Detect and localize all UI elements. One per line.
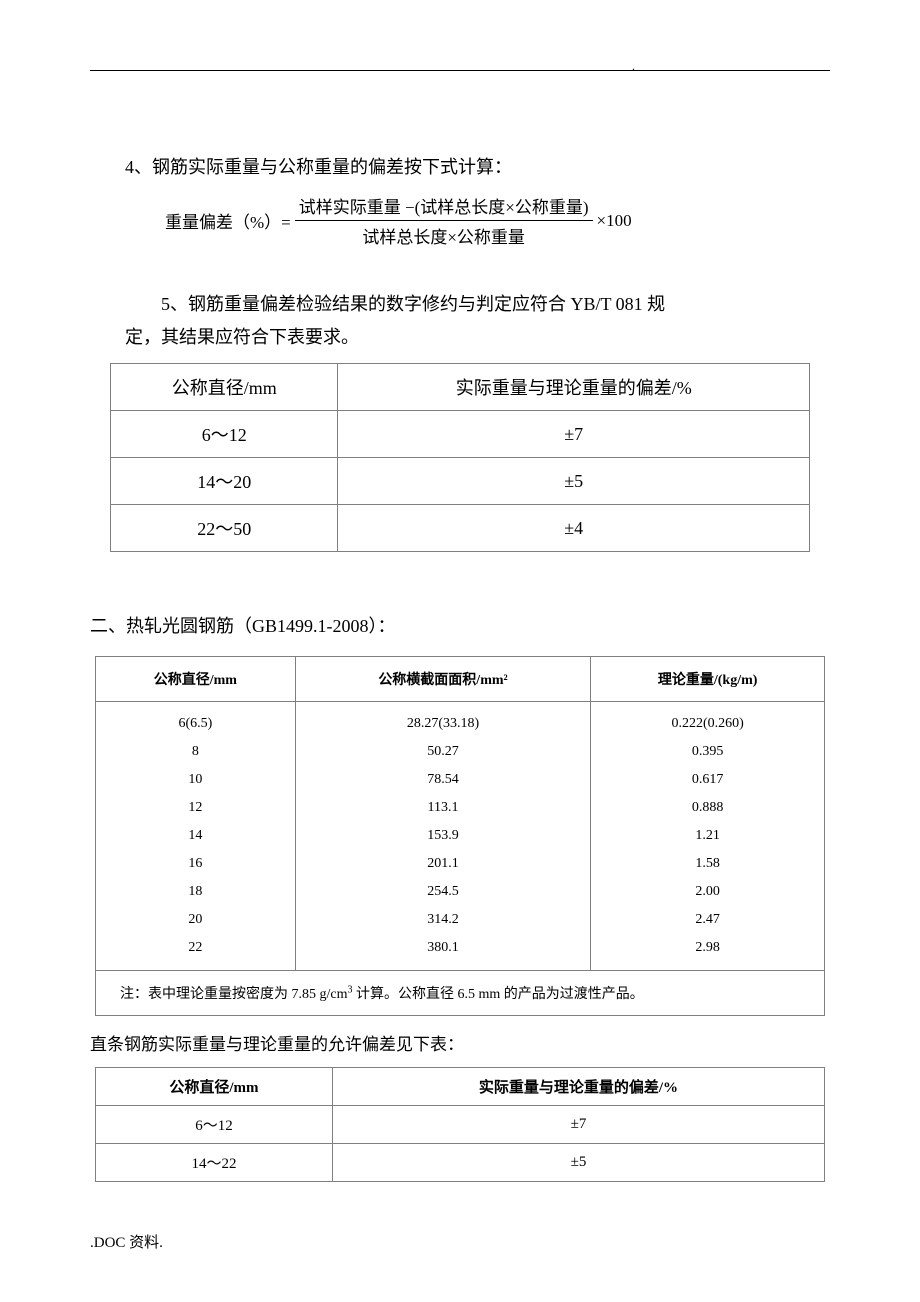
table-row: 22～50±4 [111,505,810,552]
paragraph-4: 4、钢筋实际重量与公称重量的偏差按下式计算： [125,151,830,183]
table-cell: ±7 [332,1106,824,1144]
table-cell: 78.54 [295,766,591,794]
table-row: 850.270.395 [96,738,825,766]
tbl3-header-deviation: 实际重量与理论重量的偏差/% [332,1068,824,1106]
table-row: 18254.52.00 [96,878,825,906]
table-cell: 50.27 [295,738,591,766]
tbl1-header-deviation: 实际重量与理论重量的偏差/% [338,364,810,411]
table-row: 1078.540.617 [96,766,825,794]
tbl2-header-weight: 理论重量/(kg/m) [591,657,825,702]
table-row: 16201.11.58 [96,850,825,878]
formula-numerator: 试样实际重量 −(试样总长度×公称重量) [295,193,593,221]
formula-denominator: 试样总长度×公称重量 [358,221,529,248]
table-cell: 20 [96,906,296,934]
tbl2-header-diameter: 公称直径/mm [96,657,296,702]
table-cell: 1.58 [591,850,825,878]
paragraph-5: 5、钢筋重量偏差检验结果的数字修约与判定应符合 YB/T 081 规 定，其结果… [125,288,810,353]
table-cell: 28.27(33.18) [295,702,591,739]
table-cell: 16 [96,850,296,878]
table-cell: 1.21 [591,822,825,850]
page-footer: .DOC 资料. [90,1231,163,1252]
table-cell: 8 [96,738,296,766]
top-horizontal-rule [90,70,830,71]
table-cell: 2.98 [591,934,825,971]
table-cell: 0.888 [591,794,825,822]
table-cell: 153.9 [295,822,591,850]
table-row: 14～20±5 [111,458,810,505]
table-row: 6～12±7 [96,1106,825,1144]
deviation-table-1: 公称直径/mm 实际重量与理论重量的偏差/% 6～12±714～20±522～5… [110,363,810,552]
tbl3-header-diameter: 公称直径/mm [96,1068,333,1106]
tbl2-header-area: 公称横截面面积/mm² [295,657,591,702]
table-cell: 18 [96,878,296,906]
table-cell: ±5 [338,458,810,505]
tbl2-body: 6(6.5)28.27(33.18)0.222(0.260)850.270.39… [96,702,825,971]
table-row: 22380.12.98 [96,934,825,971]
table-cell: 10 [96,766,296,794]
tbl3-body: 6～12±714～22±5 [96,1106,825,1182]
table-cell: 6～12 [111,411,338,458]
tbl1-header-diameter: 公称直径/mm [111,364,338,411]
table-cell: 2.00 [591,878,825,906]
table-cell: 380.1 [295,934,591,971]
table-cell: 22～50 [111,505,338,552]
table-cell: 6～12 [96,1106,333,1144]
formula-lhs: 重量偏差（%）= [165,208,291,233]
formula-tail: ×100 [597,211,632,231]
table-cell: 0.222(0.260) [591,702,825,739]
table-cell: 14～20 [111,458,338,505]
tbl2-note-suffix: 计算。公称直径 6.5 mm 的产品为过渡性产品。 [353,987,644,1002]
paragraph-5-line2: 定，其结果应符合下表要求。 [125,327,359,347]
tbl2-note: 注：表中理论重量按密度为 7.85 g/cm3 计算。公称直径 6.5 mm 的… [96,971,825,1016]
formula-fraction: 试样实际重量 −(试样总长度×公称重量) 试样总长度×公称重量 [295,193,593,248]
table-cell: 314.2 [295,906,591,934]
table-cell: ±7 [338,411,810,458]
table-row: 6(6.5)28.27(33.18)0.222(0.260) [96,702,825,739]
table-cell: 0.617 [591,766,825,794]
table3-caption: 直条钢筋实际重量与理论重量的允许偏差见下表： [90,1030,830,1055]
table-cell: 14～22 [96,1144,333,1182]
table-cell: 0.395 [591,738,825,766]
deviation-table-3: 公称直径/mm 实际重量与理论重量的偏差/% 6～12±714～22±5 [95,1067,825,1182]
table-cell: 6(6.5) [96,702,296,739]
rebar-spec-table: 公称直径/mm 公称横截面面积/mm² 理论重量/(kg/m) 6(6.5)28… [95,656,825,1016]
table-row: 14153.91.21 [96,822,825,850]
tbl2-note-prefix: 注：表中理论重量按密度为 7.85 g/cm [120,987,348,1002]
table-cell: 14 [96,822,296,850]
table-cell: 201.1 [295,850,591,878]
tbl1-body: 6～12±714～20±522～50±4 [111,411,810,552]
weight-deviation-formula: 重量偏差（%）= 试样实际重量 −(试样总长度×公称重量) 试样总长度×公称重量… [165,193,830,248]
table-cell: 2.47 [591,906,825,934]
table-cell: ±5 [332,1144,824,1182]
table-cell: ±4 [338,505,810,552]
section-2-heading: 二、热轧光圆钢筋（GB1499.1-2008）： [90,612,830,638]
table-row: 12113.10.888 [96,794,825,822]
table-cell: 113.1 [295,794,591,822]
table-cell: 22 [96,934,296,971]
table-cell: 254.5 [295,878,591,906]
table-row: 6～12±7 [111,411,810,458]
table-row: 14～22±5 [96,1144,825,1182]
table-cell: 12 [96,794,296,822]
table-row: 20314.22.47 [96,906,825,934]
paragraph-5-line1: 5、钢筋重量偏差检验结果的数字修约与判定应符合 YB/T 081 规 [125,288,810,320]
